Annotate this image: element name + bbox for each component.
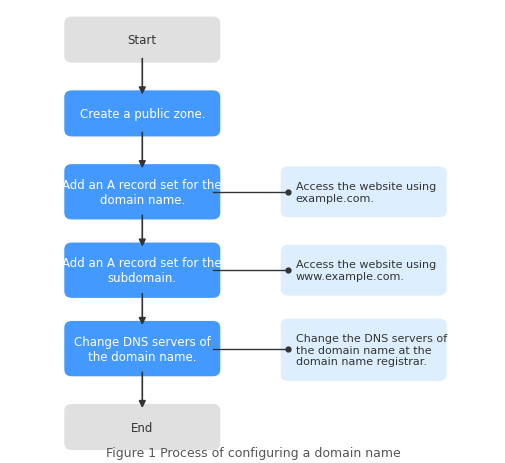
Text: End: End — [131, 420, 153, 433]
FancyBboxPatch shape — [64, 18, 220, 63]
FancyBboxPatch shape — [64, 321, 220, 376]
FancyBboxPatch shape — [64, 91, 220, 137]
FancyBboxPatch shape — [280, 319, 446, 381]
FancyBboxPatch shape — [280, 167, 446, 218]
Text: Access the website using
example.com.: Access the website using example.com. — [295, 181, 435, 203]
Text: Add an A record set for the
subdomain.: Add an A record set for the subdomain. — [62, 257, 222, 285]
Text: Change DNS servers of
the domain name.: Change DNS servers of the domain name. — [74, 335, 210, 363]
Text: Create a public zone.: Create a public zone. — [79, 108, 205, 121]
Text: Figure 1 Process of configuring a domain name: Figure 1 Process of configuring a domain… — [106, 446, 399, 459]
Text: Access the website using
www.example.com.: Access the website using www.example.com… — [295, 260, 435, 282]
Text: Change the DNS servers of
the domain name at the
domain name registrar.: Change the DNS servers of the domain nam… — [295, 333, 446, 367]
FancyBboxPatch shape — [64, 404, 220, 450]
FancyBboxPatch shape — [64, 165, 220, 220]
FancyBboxPatch shape — [280, 245, 446, 296]
Text: Start: Start — [127, 34, 157, 47]
FancyBboxPatch shape — [64, 243, 220, 298]
Text: Add an A record set for the
domain name.: Add an A record set for the domain name. — [62, 178, 222, 206]
